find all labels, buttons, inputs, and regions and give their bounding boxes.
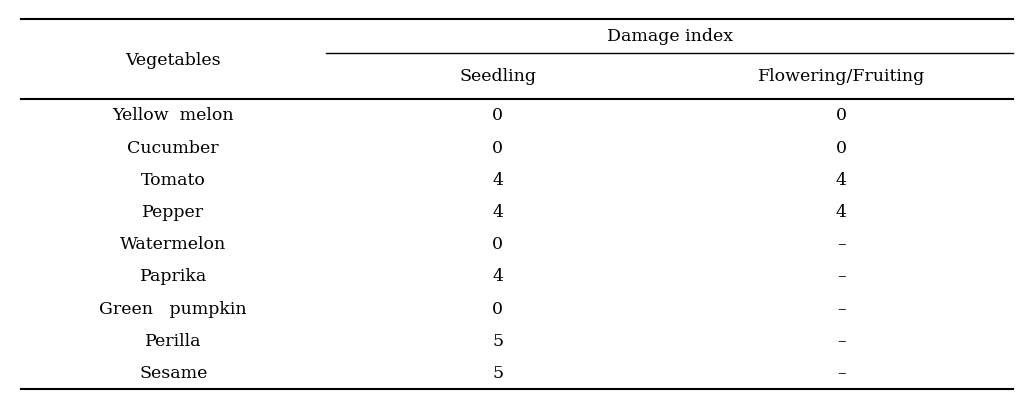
Text: Perilla: Perilla (145, 332, 202, 349)
Text: –: – (838, 236, 846, 253)
Text: 0: 0 (492, 107, 504, 124)
Text: Flowering/Fruiting: Flowering/Fruiting (758, 68, 925, 85)
Text: 5: 5 (492, 364, 504, 381)
Text: –: – (838, 364, 846, 381)
Text: –: – (838, 300, 846, 317)
Text: –: – (838, 332, 846, 349)
Text: 5: 5 (492, 332, 504, 349)
Text: Seedling: Seedling (459, 68, 536, 85)
Text: 0: 0 (835, 107, 847, 124)
Text: Sesame: Sesame (139, 364, 208, 381)
Text: Green   pumpkin: Green pumpkin (99, 300, 247, 317)
Text: Paprika: Paprika (140, 268, 207, 285)
Text: Yellow  melon: Yellow melon (113, 107, 234, 124)
Text: 4: 4 (835, 204, 847, 220)
Text: Cucumber: Cucumber (127, 139, 219, 156)
Text: 0: 0 (492, 139, 504, 156)
Text: 0: 0 (835, 139, 847, 156)
Text: –: – (838, 268, 846, 285)
Text: 4: 4 (492, 171, 504, 188)
Text: Damage index: Damage index (607, 28, 732, 45)
Text: 4: 4 (492, 204, 504, 220)
Text: Vegetables: Vegetables (125, 51, 221, 68)
Text: 4: 4 (835, 171, 847, 188)
Text: Tomato: Tomato (141, 171, 206, 188)
Text: 0: 0 (492, 300, 504, 317)
Text: 4: 4 (492, 268, 504, 285)
Text: Pepper: Pepper (142, 204, 205, 220)
Text: Watermelon: Watermelon (120, 236, 226, 253)
Text: 0: 0 (492, 236, 504, 253)
